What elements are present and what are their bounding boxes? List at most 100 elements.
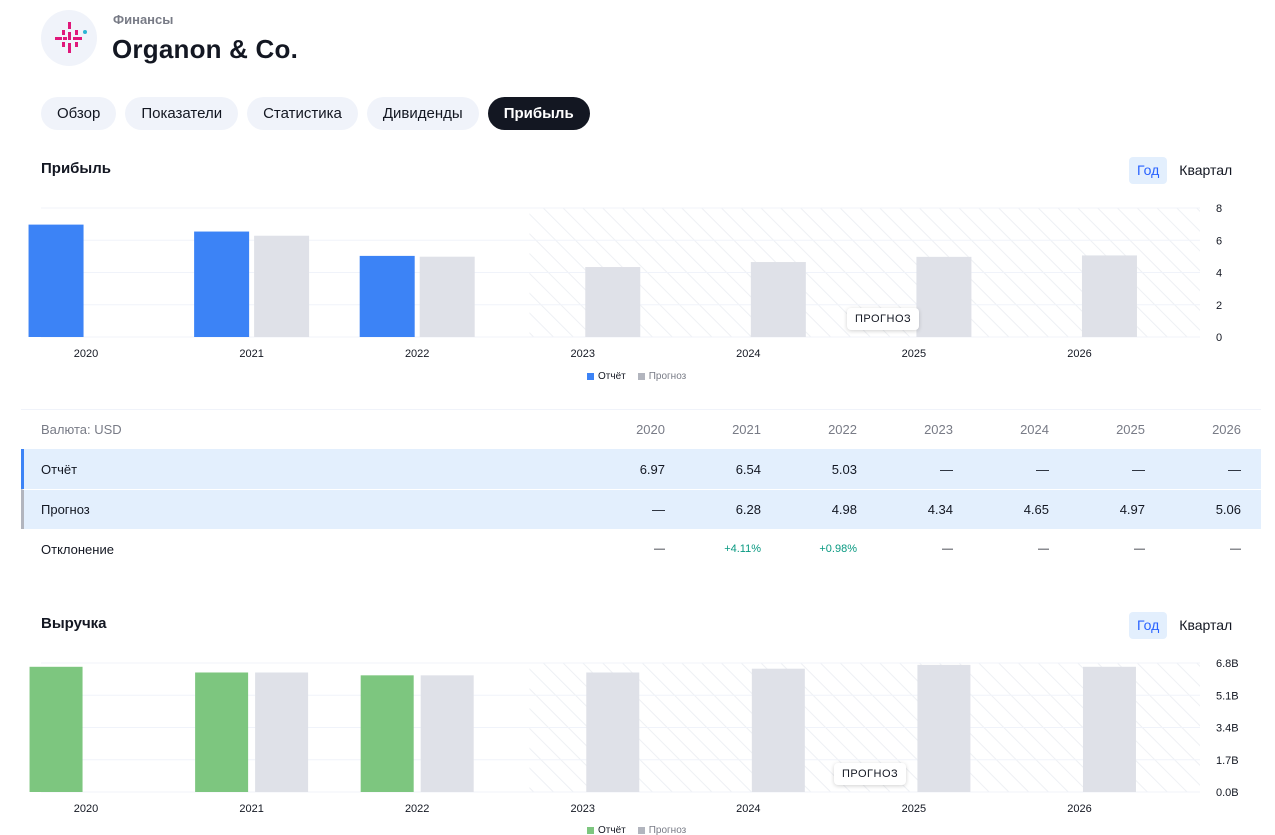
earnings-y-tick: 6: [1216, 235, 1222, 247]
tab-statistics[interactable]: Статистика: [247, 97, 358, 130]
revenue-bar-forecast[interactable]: [255, 672, 309, 792]
table-cell: —: [1228, 461, 1241, 477]
earnings-bar-actual[interactable]: [359, 255, 415, 337]
row-label: Отклонение: [41, 541, 114, 557]
table-cell: 4.65: [1023, 502, 1049, 517]
table-cell: —: [942, 543, 953, 555]
table-cell: —: [940, 461, 953, 477]
table-cell: —: [1038, 543, 1049, 555]
legend-label: Прогноз: [648, 371, 687, 382]
row-label: Отчёт: [41, 461, 78, 477]
revenue-y-tick: 3.4B: [1216, 723, 1239, 735]
earnings-x-tick: 2026: [1067, 348, 1091, 360]
earnings-x-tick: 2022: [405, 348, 429, 360]
earnings-y-tick: 2: [1216, 300, 1222, 312]
legend-label: Прогноз: [648, 825, 687, 835]
earnings-x-tick: 2020: [74, 348, 98, 360]
revenue-x-tick: 2024: [736, 803, 760, 815]
revenue-bar-actual[interactable]: [360, 675, 414, 792]
table-cell: 4.34: [927, 502, 953, 517]
page-title: Organon & Co.: [112, 34, 299, 64]
tab-dividends[interactable]: Дивиденды: [366, 97, 479, 130]
table-header-year: 2020: [636, 422, 665, 437]
revenue-period-year-button[interactable]: Год: [1129, 612, 1168, 639]
table-cell: 4.98: [831, 502, 857, 517]
revenue-bar-forecast[interactable]: [1082, 666, 1136, 792]
earnings-y-tick: 8: [1216, 203, 1222, 215]
revenue-x-tick: 2023: [571, 803, 595, 815]
tab-earnings[interactable]: Прибыль: [487, 97, 590, 130]
legend-swatch-icon: [587, 827, 594, 834]
earnings-section-title: Прибыль: [41, 160, 111, 177]
breadcrumb[interactable]: Финансы: [113, 12, 174, 27]
table-cell: —: [1230, 543, 1241, 555]
table-cell: —: [652, 502, 665, 517]
earnings-bar-forecast[interactable]: [750, 262, 806, 337]
tab-metrics[interactable]: Показатели: [125, 97, 239, 130]
table-cell: —: [1134, 543, 1145, 555]
revenue-bar-forecast[interactable]: [420, 675, 474, 792]
revenue-x-tick: 2022: [405, 803, 429, 815]
table-header-year: 2023: [924, 422, 953, 437]
table-row-actual: Отчёт 6.97 6.54 5.03 — — — —: [21, 449, 1261, 489]
revenue-legend-forecast[interactable]: Прогноз: [637, 825, 687, 835]
revenue-legend-actual[interactable]: Отчёт: [587, 825, 626, 835]
revenue-bar-forecast[interactable]: [751, 668, 805, 792]
table-cell-positive: +0.98%: [819, 543, 857, 555]
earnings-x-tick: 2025: [902, 348, 926, 360]
revenue-bar-forecast[interactable]: [917, 664, 971, 792]
earnings-period-quarter-button[interactable]: Квартал: [1179, 162, 1233, 178]
table-row-forecast: Прогноз — 6.28 4.98 4.34 4.65 4.97 5.06: [21, 489, 1261, 529]
table-header-row: Валюта: USD 2020 2021 2022 2023 2024 202…: [21, 409, 1261, 449]
revenue-y-tick: 6.8B: [1216, 658, 1239, 670]
legend-swatch-icon: [637, 827, 645, 834]
earnings-legend-actual[interactable]: Отчёт: [587, 371, 626, 382]
table-cell: —: [1036, 461, 1049, 477]
earnings-bar-forecast[interactable]: [585, 267, 641, 337]
revenue-bar-forecast[interactable]: [586, 672, 640, 792]
table-header-year: 2025: [1116, 422, 1145, 437]
row-label: Прогноз: [41, 502, 90, 517]
table-row-deviation: Отклонение — +4.11% +0.98% — — — —: [21, 529, 1261, 569]
earnings-bar-forecast[interactable]: [916, 256, 972, 337]
revenue-forecast-badge: ПРОГНОЗ: [834, 763, 907, 785]
table-header-year: 2024: [1020, 422, 1049, 437]
table-cell: 6.54: [735, 461, 761, 477]
revenue-chart: 0.0B 1.7B 3.4B 5.1B 6.8B 2020 2021 2022 2023 2024…: [29, 658, 1239, 815]
table-header-year: 2021: [732, 422, 761, 437]
table-cell: 6.97: [639, 461, 665, 477]
earnings-bar-forecast[interactable]: [254, 235, 310, 337]
revenue-y-tick: 0.0B: [1216, 787, 1239, 799]
revenue-bar-actual[interactable]: [195, 672, 249, 792]
section-tabs: Обзор Показатели Статистика Дивиденды Пр…: [41, 97, 590, 130]
revenue-section-title: Выручка: [41, 615, 107, 632]
earnings-x-tick: 2024: [736, 348, 760, 360]
earnings-legend: Отчёт Прогноз: [587, 371, 686, 382]
legend-swatch-icon: [637, 373, 645, 380]
legend-label: Отчёт: [598, 371, 626, 382]
earnings-legend-forecast[interactable]: Прогноз: [637, 371, 687, 382]
legend-swatch-icon: [587, 373, 594, 380]
earnings-bar-actual[interactable]: [194, 231, 250, 337]
earnings-y-tick: 0: [1216, 332, 1222, 344]
earnings-bar-actual[interactable]: [28, 224, 84, 337]
revenue-period-quarter-button[interactable]: Квартал: [1179, 617, 1233, 633]
revenue-x-tick: 2025: [902, 803, 926, 815]
legend-label: Отчёт: [598, 825, 626, 835]
earnings-chart: 0 2 4 6 8 2020 2021 2022 2023 2024 2025 2026: [28, 203, 1222, 360]
earnings-period-year-button[interactable]: Год: [1129, 157, 1168, 184]
table-cell-positive: +4.11%: [724, 543, 761, 555]
revenue-bar-actual[interactable]: [29, 666, 83, 792]
earnings-bar-forecast[interactable]: [419, 256, 475, 337]
table-cell: —: [1132, 461, 1145, 477]
tab-overview[interactable]: Обзор: [41, 97, 117, 130]
organon-logo-icon: [55, 22, 87, 53]
revenue-y-tick: 1.7B: [1216, 755, 1239, 767]
earnings-period-toggle: Год Квартал: [1129, 157, 1240, 184]
revenue-x-tick: 2021: [239, 803, 263, 815]
table-cell: 5.03: [831, 461, 857, 477]
earnings-bar-forecast[interactable]: [1081, 255, 1137, 337]
earnings-y-tick: 4: [1216, 268, 1222, 280]
earnings-x-tick: 2021: [239, 348, 263, 360]
earnings-forecast-badge: ПРОГНОЗ: [847, 308, 920, 330]
